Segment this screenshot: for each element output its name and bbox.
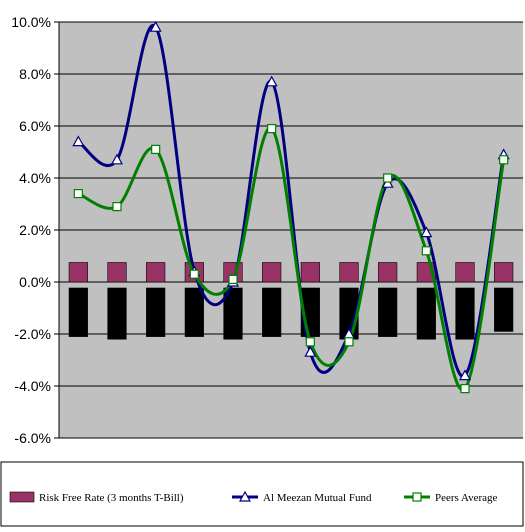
data-point [420,226,433,238]
legend-box [0,461,524,527]
data-point [499,155,509,165]
bar [107,287,127,340]
y-tick-label: 6.0% [19,118,51,134]
data-point [460,384,470,394]
data-point [149,20,162,32]
bar [146,287,166,337]
y-tick-label: -4.0% [14,378,51,394]
data-point [73,189,83,199]
data-point [112,202,122,212]
y-tick-label: 4.0% [19,170,51,186]
data-point [305,337,315,347]
data-point [110,153,124,165]
y-tick-label: 0.0% [19,274,51,290]
legend-label: Risk Free Rate (3 months T-Bill) [39,492,184,504]
bar [378,287,398,337]
bar [68,262,88,283]
bar [455,262,475,283]
data-point [228,274,238,284]
legend-swatch [9,491,35,503]
bar [262,262,282,283]
bar [494,287,514,332]
data-point [72,135,85,147]
legend-label: Al Meezan Mutual Fund [263,492,372,504]
data-point [381,176,394,188]
bar [378,262,398,283]
bar [146,262,166,283]
data-point [412,492,422,502]
data-point [265,75,278,87]
data-point [383,173,393,183]
data-point [189,269,199,279]
y-axis: 10.0% 8.0% 6.0% 4.0% 2.0% 0.0% -2.0% -4.0% -6.0% [11,14,60,446]
data-point [344,337,354,347]
legend: Risk Free Rate (3 months T-Bill) Al Meeza… [9,490,498,504]
bar [184,287,204,337]
data-point [151,144,161,154]
bar [455,287,475,340]
data-point [421,246,431,256]
y-tick-label: 8.0% [19,66,51,82]
bar [262,287,282,337]
y-tick-label: -2.0% [14,326,51,342]
y-tick-label: 2.0% [19,222,51,238]
bar-series [68,262,514,340]
data-point [238,490,252,502]
data-point [458,369,472,381]
data-point [267,123,277,134]
y-tick-label: -6.0% [14,430,51,446]
legend-label: Peers Average [435,492,498,504]
y-tick-label: 10.0% [11,14,51,30]
series-line [77,127,506,392]
bar [339,262,359,283]
bar [107,262,127,283]
data-point [304,345,317,357]
bar [300,262,320,283]
bar [223,287,243,340]
bar [416,287,436,340]
line-markers [72,20,510,394]
bar [494,262,514,283]
bar [68,287,88,337]
